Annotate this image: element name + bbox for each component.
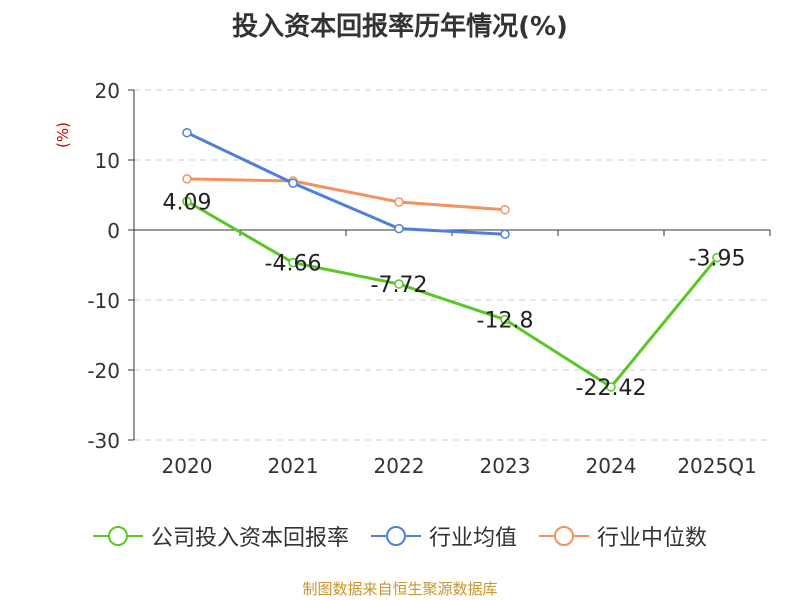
data-label: -3.95: [689, 247, 746, 272]
x-tick-label: 2021: [268, 454, 319, 478]
data-point: [182, 174, 192, 184]
legend: 公司投入资本回报率 行业均值 行业中位数: [0, 520, 800, 552]
data-label: -4.66: [265, 252, 322, 277]
data-point: [606, 382, 616, 392]
data-point: [182, 196, 192, 207]
y-tick-label: 0: [107, 219, 120, 243]
data-point: [712, 252, 722, 263]
y-tick-label: 10: [95, 149, 120, 173]
data-point: [288, 178, 298, 188]
legend-line-marker-icon: [539, 526, 589, 546]
legend-item-industry-median[interactable]: 行业中位数: [539, 520, 707, 552]
data-point: [288, 257, 298, 268]
source-note: 制图数据来自恒生聚源数据库: [302, 580, 498, 598]
x-tick-label: 2023: [480, 454, 531, 478]
y-tick-label: -30: [87, 429, 120, 453]
data-point: [394, 279, 404, 289]
data-label: -7.72: [371, 273, 428, 298]
legend-item-company[interactable]: 公司投入资本回报率: [92, 520, 349, 552]
legend-line-marker-icon: [370, 526, 421, 546]
data-point: [500, 229, 510, 239]
data-point: [394, 223, 404, 234]
y-tick-label: -10: [87, 289, 120, 313]
x-tick-label: 2024: [586, 454, 637, 478]
series-line: [186, 200, 719, 389]
data-label: 4.09: [163, 190, 212, 215]
x-tick-label: 2025Q1: [677, 454, 756, 478]
data-point: [500, 204, 510, 215]
x-tick-label: 2020: [162, 454, 213, 478]
legend-line-marker-icon: [92, 526, 143, 546]
legend-label: 公司投入资本回报率: [150, 526, 349, 551]
data-label: -22.42: [576, 376, 647, 401]
data-point: [394, 197, 404, 207]
data-point: [500, 314, 510, 325]
legend-label: 行业均值: [428, 526, 517, 551]
legend-item-industry-mean[interactable]: 行业均值: [370, 520, 517, 552]
chart-title: 投入资本回报率历年情况(%): [232, 12, 568, 42]
y-tick-label: 20: [95, 79, 120, 103]
y-tick-label: -20: [87, 359, 120, 383]
series-line: [186, 177, 506, 212]
data-label: -12.8: [477, 309, 534, 334]
legend-label: 行业中位数: [597, 526, 708, 551]
series-line: [186, 131, 506, 236]
x-tick-label: 2022: [374, 454, 425, 478]
data-point: [182, 127, 192, 138]
